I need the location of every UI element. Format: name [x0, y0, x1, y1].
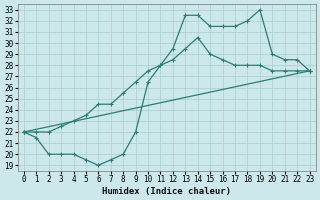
X-axis label: Humidex (Indice chaleur): Humidex (Indice chaleur) [102, 187, 231, 196]
